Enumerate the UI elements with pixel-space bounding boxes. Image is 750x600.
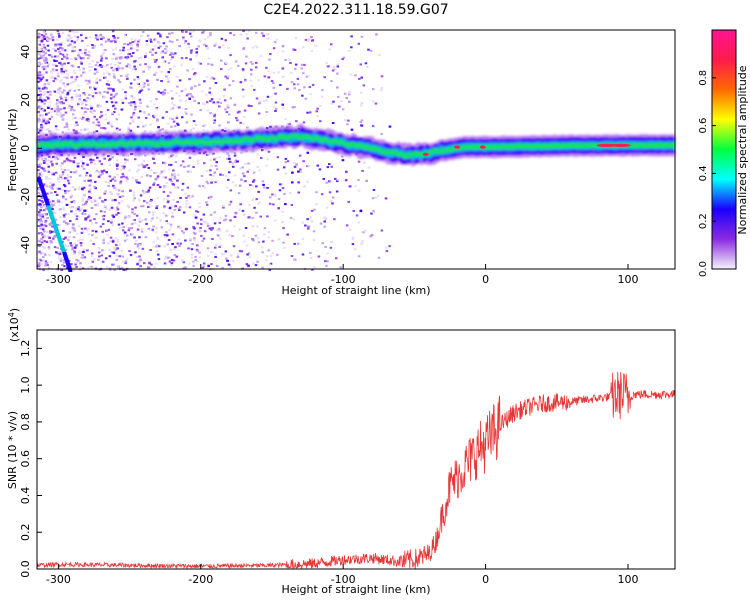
snr-x-axis-label: Height of straight line (km)	[281, 583, 430, 596]
snr-y-tick-label: 0.0	[19, 560, 32, 578]
spectrogram-y-tick-label: 40	[19, 45, 32, 59]
snr-y-multiplier: (x104)	[7, 308, 22, 342]
figure-title: C2E4.2022.311.18.59.G07	[263, 2, 448, 18]
spectrogram-x-tick-label: 100	[618, 273, 639, 286]
spectrogram-hotspot-1	[454, 145, 460, 148]
snr-y-tick-label: 0.2	[19, 523, 32, 541]
spectrogram-x-tick-label: -300	[46, 273, 71, 286]
snr-plot-area	[37, 372, 675, 569]
colorbar: 0.0 0.2 0.4 0.6 0.8 Normalized spectral ampl…	[698, 30, 749, 277]
spectrogram-y-tick-label: -40	[19, 236, 32, 254]
spectrogram-y-axis-label: Frequency (Hz)	[6, 109, 19, 192]
colorbar-tick-label: 0.6	[698, 118, 709, 134]
spectrogram-x-tick-label: -200	[188, 273, 213, 286]
snr-y-tick-label: 0.8	[19, 413, 32, 431]
snr-y-tick-label: 0.6	[19, 450, 32, 468]
spectrogram-ridge-band	[37, 124, 675, 167]
spectrogram-hotspot-4	[611, 144, 631, 147]
snr-x-tick-label: 100	[618, 573, 639, 586]
snr-x-tick-label: -200	[188, 573, 213, 586]
spectrogram-y-tick-label: 20	[19, 93, 32, 107]
snr-y-tick-label: 0.4	[19, 487, 32, 505]
colorbar-label: Normalized spectral amplitude	[736, 65, 749, 234]
colorbar-tick-label: 0.0	[698, 261, 709, 277]
snr-x-tick-label: 0	[482, 573, 489, 586]
colorbar-tick-label: 0.2	[698, 213, 709, 229]
colorbar-tick-label: 0.8	[698, 70, 709, 86]
spectrogram-plot-area	[37, 30, 675, 272]
spectrogram-y-tick-label: -20	[19, 188, 32, 206]
snr-y-ticks: 0.00.20.40.60.81.01.2	[19, 340, 42, 578]
spectrogram-x-ticks: -300 -200 -100 0 100	[46, 264, 639, 286]
snr-y-tick-label: 1.0	[19, 376, 32, 394]
snr-y-axis-label: SNR (10 * v/v)	[6, 411, 19, 489]
spectrogram-y-tick-label: 0	[19, 145, 32, 152]
spectrogram-x-tick-label: 0	[482, 273, 489, 286]
colorbar-gradient	[712, 30, 736, 269]
spectrogram-hotspot-0	[423, 153, 429, 156]
snr-frame	[37, 330, 675, 569]
spectrogram-x-axis-label: Height of straight line (km)	[281, 284, 430, 297]
snr-x-tick-label: -300	[46, 573, 71, 586]
colorbar-tick-label: 0.4	[698, 165, 709, 181]
spectrogram-hotspot-2	[480, 145, 486, 148]
snr-series-line	[37, 372, 675, 569]
snr-panel: -300 -200 -100 0 100 0.00.20.40.60.81.01.2 H…	[6, 308, 675, 596]
